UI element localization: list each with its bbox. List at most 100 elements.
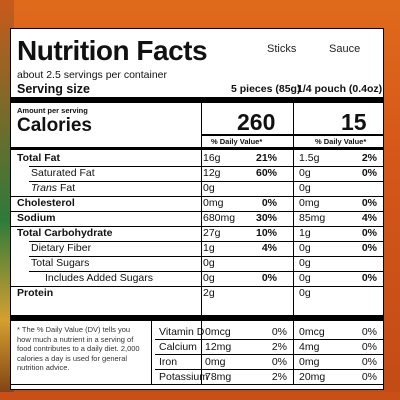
nutrient-label: Cholesterol — [17, 197, 75, 209]
mineral-dv-sauce: 0% — [361, 341, 377, 353]
nutrient-dv-sticks: 30% — [255, 212, 277, 224]
mineral-amount-sauce: 4mg — [299, 341, 320, 353]
nutrient-label: Total Carbohydrate — [17, 227, 113, 239]
nutrient-row: Total Sugars 0g 0g — [11, 256, 383, 270]
nutrient-row: Cholesterol 0mg 0% 0mg 0% — [11, 196, 383, 210]
row-separator — [11, 196, 383, 197]
nutrient-amount-sauce: 0mg — [299, 197, 320, 209]
label-title: Nutrition Facts — [17, 35, 208, 66]
nutrient-amount-sticks: 2g — [203, 287, 215, 299]
mineral-row: Iron 0mg 0% 0mg 0% — [155, 354, 383, 369]
nutrient-dv-sauce: 0% — [361, 227, 377, 239]
mineral-label: Calcium — [159, 341, 197, 353]
nutrient-label: Total Sugars — [31, 257, 90, 269]
servings-per-container: about 2.5 servings per container — [17, 69, 168, 81]
nutrient-dv-sticks: 0% — [261, 272, 277, 284]
nutrient-amount-sauce: 0g — [299, 182, 311, 194]
nutrient-label: Protein — [17, 287, 54, 299]
nutrient-row: Dietary Fiber 1g 4% 0g 0% — [11, 241, 383, 255]
nutrient-amount-sauce: 0g — [299, 242, 311, 254]
nutrient-row: Protein 2g 0g — [11, 286, 383, 300]
nutrient-row: Total Fat 16g 21% 1.5g 2% — [11, 152, 383, 165]
nutrient-amount-sticks: 12g — [203, 167, 221, 179]
row-separator — [155, 354, 383, 355]
nutrient-amount-sauce: 0g — [299, 167, 311, 179]
mineral-dv-sauce: 0% — [361, 371, 377, 383]
nutrient-label: Sodium — [17, 212, 56, 224]
calorie-subrule — [201, 134, 383, 136]
mineral-dv-sticks: 2% — [271, 371, 287, 383]
column-header-sauce: Sauce — [329, 43, 361, 55]
column-header-sticks: Sticks — [267, 43, 297, 55]
mineral-row: Vitamin D 0mcg 0% 0mcg 0% — [155, 325, 383, 339]
nutrient-row: Includes Added Sugars 0g 0% 0g 0% — [11, 271, 383, 285]
dv-header-sticks: % Daily Value* — [211, 137, 263, 146]
mineral-amount-sticks: 0mg — [205, 356, 226, 368]
nutrient-amount-sticks: 0g — [203, 182, 215, 194]
mineral-amount-sauce: 20mg — [299, 371, 326, 383]
package-edge-bottom — [0, 392, 400, 400]
row-separator — [11, 286, 383, 287]
nutrient-dv-sauce: 0% — [361, 197, 377, 209]
nutrient-amount-sticks: 1g — [203, 242, 215, 254]
calories-sauce: 15 — [341, 109, 367, 135]
column-divider-2 — [293, 97, 294, 384]
mineral-dv-sticks: 0% — [271, 356, 287, 368]
row-separator — [155, 369, 383, 370]
nutrient-amount-sticks: 0g — [203, 257, 215, 269]
bottom-rule — [11, 384, 383, 385]
mineral-amount-sticks: 78mg — [205, 371, 232, 383]
nutrient-row: Total Carbohydrate 27g 10% 1g 0% — [11, 226, 383, 240]
mineral-label: Vitamin D — [159, 326, 205, 338]
mineral-amount-sticks: 0mcg — [205, 326, 231, 338]
nutrient-amount-sauce: 0g — [299, 272, 311, 284]
thick-rule-bottom — [11, 315, 383, 321]
nutrient-dv-sauce: 0% — [361, 242, 377, 254]
mineral-label: Potassium — [159, 371, 209, 383]
mineral-label: Iron — [159, 356, 178, 368]
mineral-dv-sticks: 2% — [271, 341, 287, 353]
row-separator — [155, 339, 383, 340]
nutrient-row: Saturated Fat 12g 60% 0g 0% — [11, 166, 383, 180]
nutrient-row: Sodium 680mg 30% 85mg 4% — [11, 211, 383, 225]
mineral-dv-sticks: 0% — [271, 326, 287, 338]
nutrient-dv-sauce: 4% — [361, 212, 377, 224]
serving-size-sauce: 1/4 pouch (0.4oz) — [297, 83, 383, 95]
nutrient-amount-sticks: 0mg — [203, 197, 224, 209]
calories-sticks: 260 — [237, 109, 276, 135]
nutrient-amount-sticks: 16g — [203, 152, 221, 164]
nutrient-dv-sticks: 4% — [261, 242, 277, 254]
nutrient-dv-sticks: 60% — [255, 167, 277, 179]
nutrient-label-italic: Trans — [31, 182, 58, 194]
nutrient-label: Includes Added Sugars — [45, 272, 153, 284]
nutrient-label: Saturated Fat — [31, 167, 95, 179]
mineral-amount-sticks: 12mg — [205, 341, 232, 353]
dv-header-sauce: % Daily Value* — [315, 137, 367, 146]
row-separator — [29, 271, 383, 272]
row-separator — [29, 241, 383, 242]
nutrient-dv-sticks: 21% — [255, 152, 277, 164]
mineral-row: Potassium 78mg 2% 20mg 0% — [155, 369, 383, 384]
amount-per-serving: Amount per serving — [17, 106, 88, 115]
nutrient-dv-sticks: 10% — [255, 227, 277, 239]
row-separator — [11, 211, 383, 212]
serving-size-label: Serving size — [17, 82, 90, 96]
column-divider-1 — [201, 97, 202, 384]
thick-rule-top — [11, 97, 383, 103]
nutrition-facts-label: Nutrition Facts Sticks Sauce about 2.5 s… — [10, 28, 384, 390]
row-separator — [11, 226, 383, 227]
footnote-divider — [151, 321, 152, 384]
nutrient-amount-sauce: 1.5g — [299, 152, 320, 164]
mineral-amount-sauce: 0mg — [299, 356, 320, 368]
nutrient-amount-sticks: 0g — [203, 272, 215, 284]
nutrient-dv-sauce: 0% — [361, 272, 377, 284]
medium-rule — [11, 147, 383, 150]
nutrient-amount-sauce: 1g — [299, 227, 311, 239]
nutrient-row: Trans Fat 0g 0g — [11, 181, 383, 195]
mineral-row: Calcium 12mg 2% 4mg 0% — [155, 339, 383, 354]
serving-size-sticks: 5 pieces (85g) — [231, 83, 301, 95]
daily-value-footnote: * The % Daily Value (DV) tells you how m… — [17, 325, 140, 372]
mineral-amount-sauce: 0mcg — [299, 326, 325, 338]
row-separator — [29, 166, 383, 167]
nutrient-amount-sticks: 27g — [203, 227, 221, 239]
